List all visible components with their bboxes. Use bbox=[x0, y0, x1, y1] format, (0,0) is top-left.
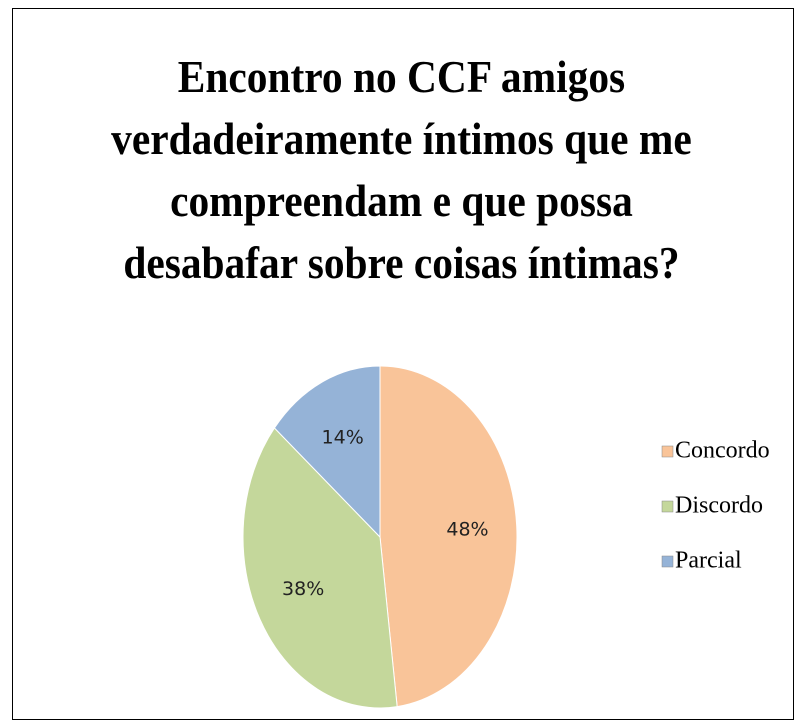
data-label: 38% bbox=[282, 578, 324, 600]
chart-title: Encontro no CCF amigos verdadeiramente í… bbox=[111, 51, 692, 288]
pie-slice bbox=[379, 365, 518, 708]
data-label: 48% bbox=[446, 519, 488, 541]
legend-label: Discordo bbox=[675, 493, 763, 519]
legend-label: Concordo bbox=[675, 438, 770, 464]
pie-slice bbox=[273, 365, 381, 539]
data-label: 14% bbox=[322, 426, 364, 448]
legend-label: Parcial bbox=[675, 548, 742, 574]
legend-swatch bbox=[661, 500, 674, 513]
pie-slice bbox=[242, 427, 398, 709]
legend-swatch bbox=[661, 445, 674, 458]
legend-swatch bbox=[661, 555, 674, 568]
